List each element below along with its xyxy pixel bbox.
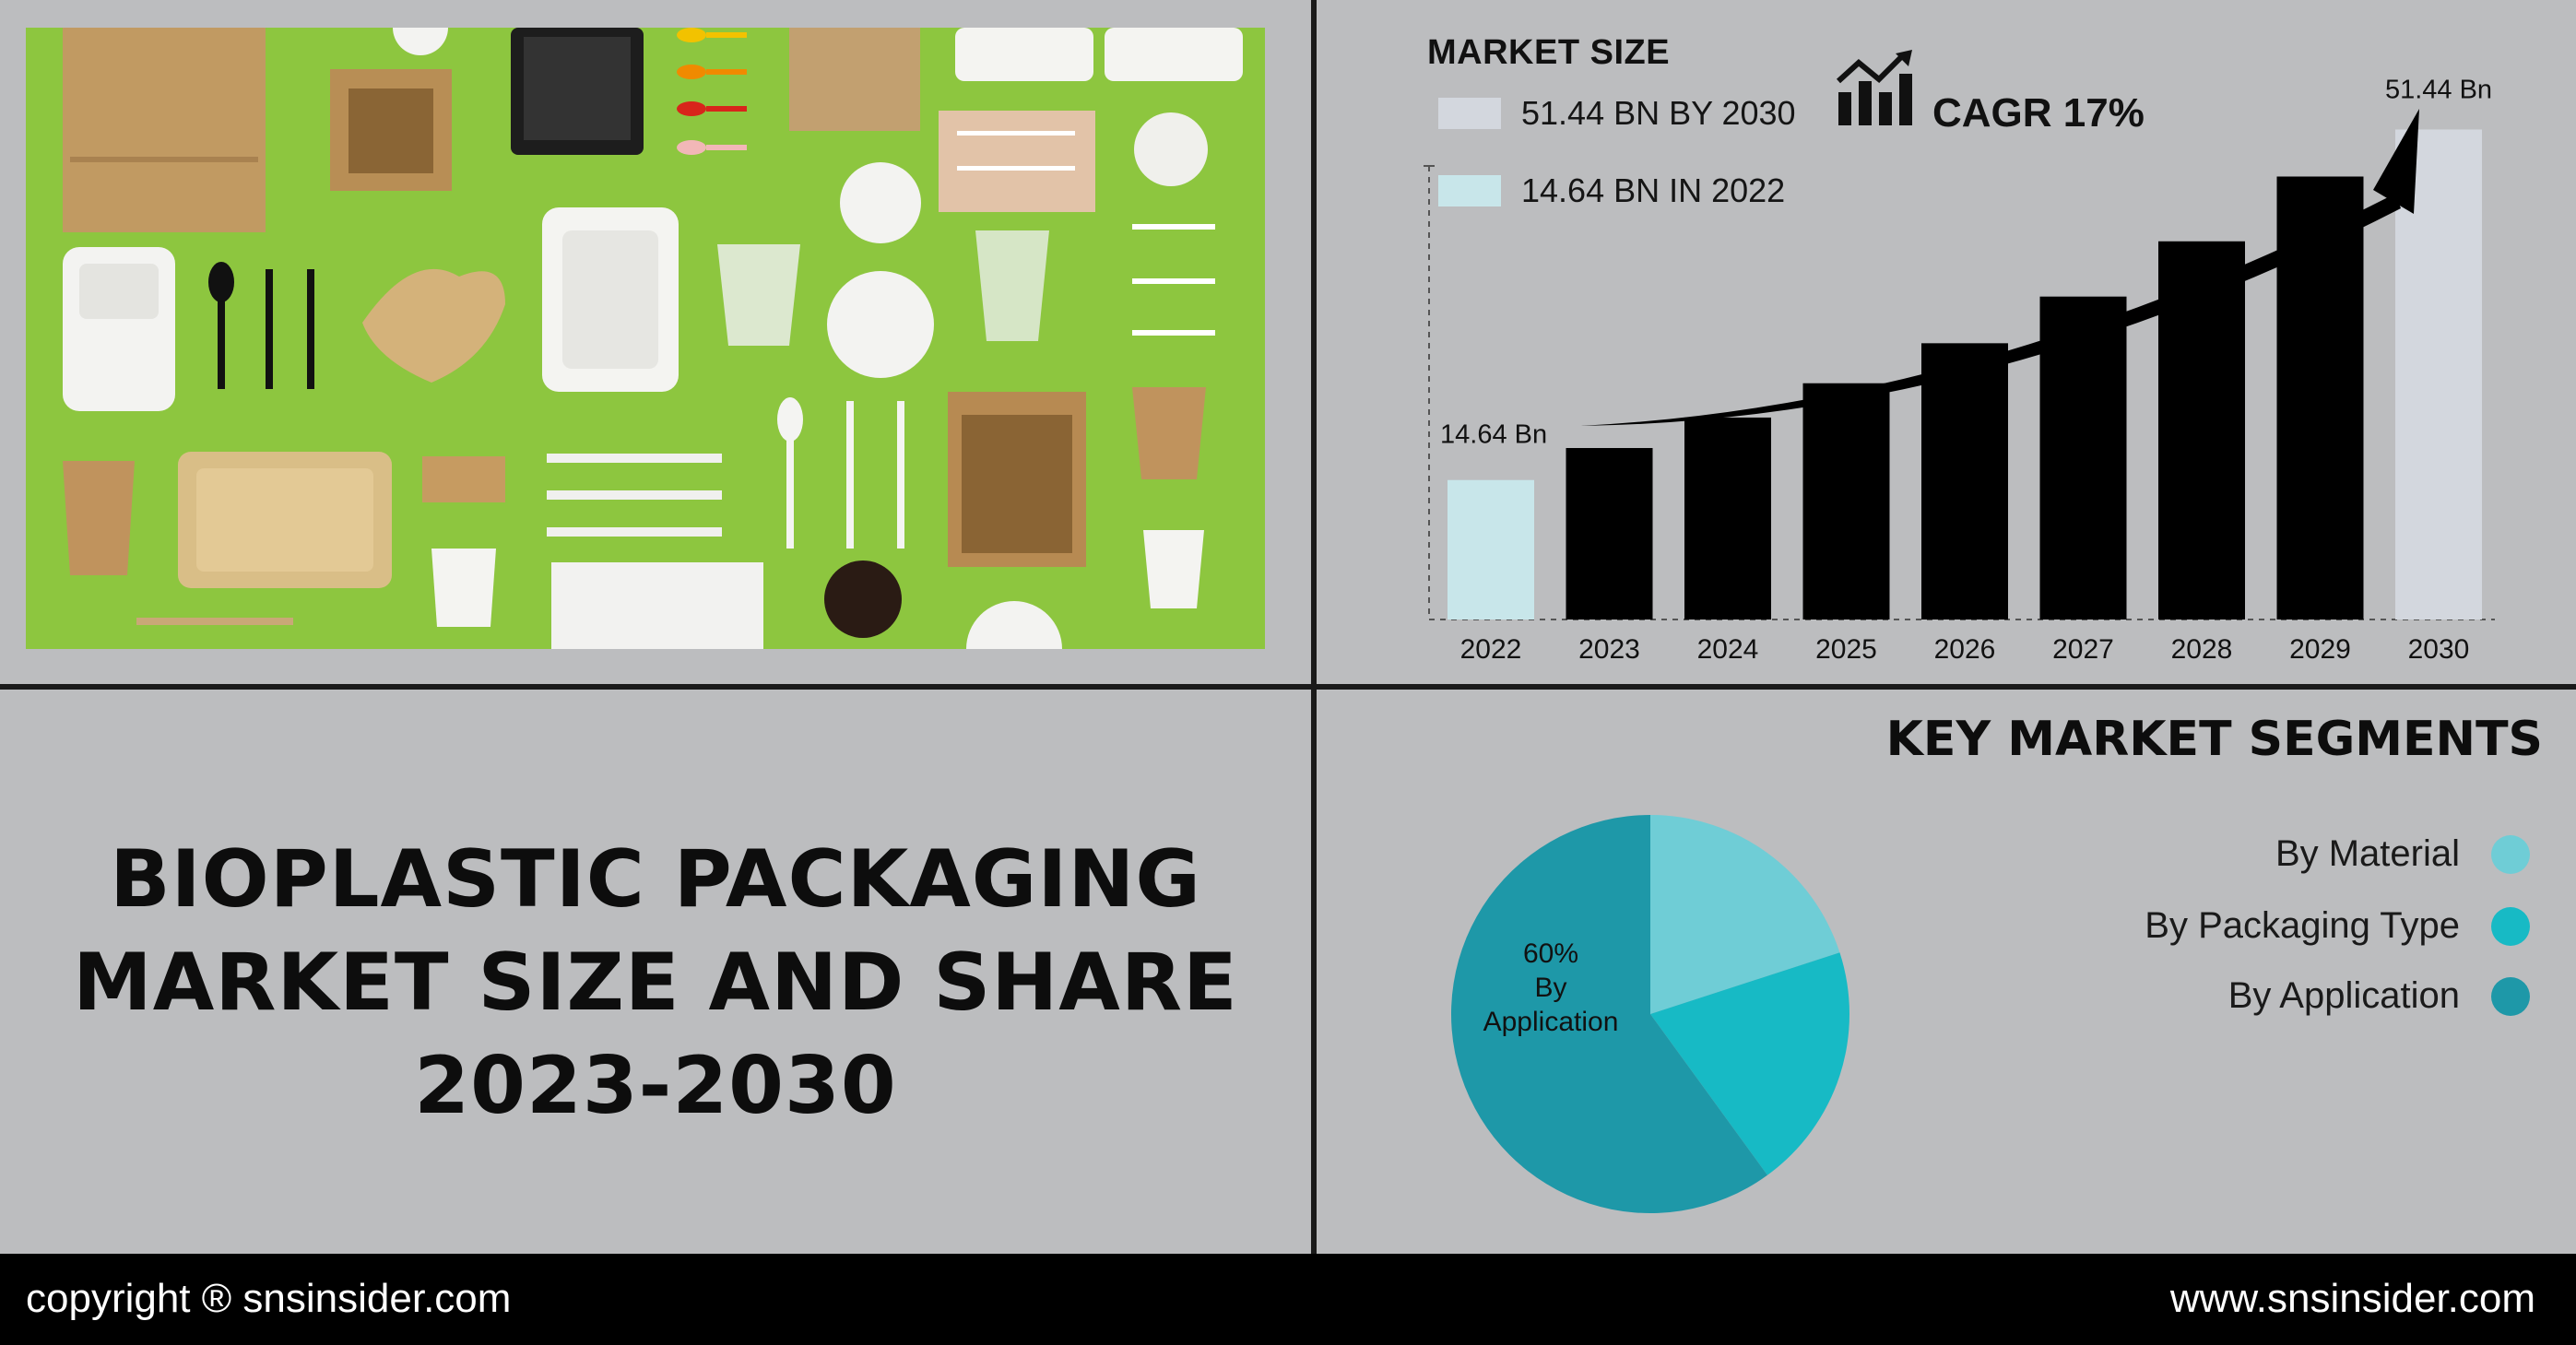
bar-growth-icon xyxy=(1836,50,1912,125)
pie-annotation-line: Application xyxy=(1483,1007,1619,1037)
x-tick-label: 2025 xyxy=(1815,634,1877,665)
segments-pie-chart: 60% By Application xyxy=(1451,815,1849,1213)
market-size-chart-panel: MARKET SIZE 51.44 BN BY 2030 14.64 BN IN… xyxy=(1317,0,2576,684)
legend-entry-2022: 14.64 BN IN 2022 xyxy=(1521,171,1786,209)
bar-2023 xyxy=(1566,448,1653,619)
pie-annotation-line: By xyxy=(1534,973,1566,1003)
market-size-bar-chart: 2022 2023 2024 2025 2026 2027 2028 2029 2030 14.6… xyxy=(1424,75,2495,665)
x-tick-label: 2023 xyxy=(1578,634,1640,665)
report-title: BIOPLASTIC PACKAGING MARKET SIZE AND SHA… xyxy=(18,828,1293,1138)
segment-label-material: By Material xyxy=(2275,833,2460,874)
packaging-products-image xyxy=(26,28,1265,649)
x-tick-label: 2027 xyxy=(2052,634,2114,665)
bar-2026 xyxy=(1921,343,2008,619)
footer-bar: copyright ® snsinsider.com www.snsinside… xyxy=(0,1254,2576,1345)
pie-slice-1 xyxy=(1650,952,1849,1175)
x-tick-label: 2026 xyxy=(1934,634,1996,665)
product-photo-panel xyxy=(0,0,1311,684)
segment-legend-packaging-type: By Packaging Type xyxy=(2145,905,2530,947)
segment-dot-application xyxy=(2491,976,2530,1016)
x-tick-label: 2022 xyxy=(1460,634,1522,665)
pie-annotation-line: 60% xyxy=(1523,938,1578,969)
bar-2027 xyxy=(2039,296,2127,619)
key-market-segments-panel: KEY MARKET SEGMENTS 60% By Application By … xyxy=(1317,690,2576,1254)
website-link[interactable]: www.snsinsider.com xyxy=(2169,1276,2535,1321)
x-tick-label: 2029 xyxy=(2289,634,2351,665)
x-tick-label: 2024 xyxy=(1697,634,1759,665)
x-tick-label: 2030 xyxy=(2408,634,2470,665)
legend-swatch-2022 xyxy=(1438,175,1501,206)
horizontal-divider xyxy=(0,684,2576,690)
report-title-line-2: MARKET SIZE AND SHARE xyxy=(73,937,1238,1029)
segment-label-packaging-type: By Packaging Type xyxy=(2145,905,2460,946)
legend-swatch-2030 xyxy=(1438,98,1501,129)
pie-slice-0 xyxy=(1650,815,1840,1014)
report-title-line-1: BIOPLASTIC PACKAGING xyxy=(110,833,1201,926)
bar-2025 xyxy=(1802,383,1890,619)
cagr-label: CAGR 17% xyxy=(1932,90,2145,136)
pie-slice-2 xyxy=(1451,815,1767,1213)
x-tick-label: 2028 xyxy=(2171,634,2233,665)
chart-title: MARKET SIZE xyxy=(1427,33,1671,72)
segments-heading: KEY MARKET SEGMENTS xyxy=(1885,712,2543,767)
copyright-text: copyright ® snsinsider.com xyxy=(26,1276,512,1321)
segment-dot-packaging-type xyxy=(2491,906,2530,946)
growth-arrow-head xyxy=(2373,109,2419,214)
report-title-panel: BIOPLASTIC PACKAGING MARKET SIZE AND SHA… xyxy=(0,690,1311,1254)
data-label-last: 51.44 Bn xyxy=(2385,75,2492,104)
segment-dot-material xyxy=(2491,834,2530,874)
legend-entry-2030: 51.44 BN BY 2030 xyxy=(1521,94,1796,132)
segment-legend-material: By Material xyxy=(2275,833,2530,875)
bar-2024 xyxy=(1684,417,1771,619)
report-title-line-3: 2023-2030 xyxy=(414,1040,897,1132)
data-label-first: 14.64 Bn xyxy=(1440,420,1547,450)
segment-legend-application: By Application xyxy=(2228,975,2530,1017)
segment-label-application: By Application xyxy=(2227,975,2460,1016)
bar-2022 xyxy=(1448,479,1534,619)
vertical-divider xyxy=(1311,0,1317,1254)
